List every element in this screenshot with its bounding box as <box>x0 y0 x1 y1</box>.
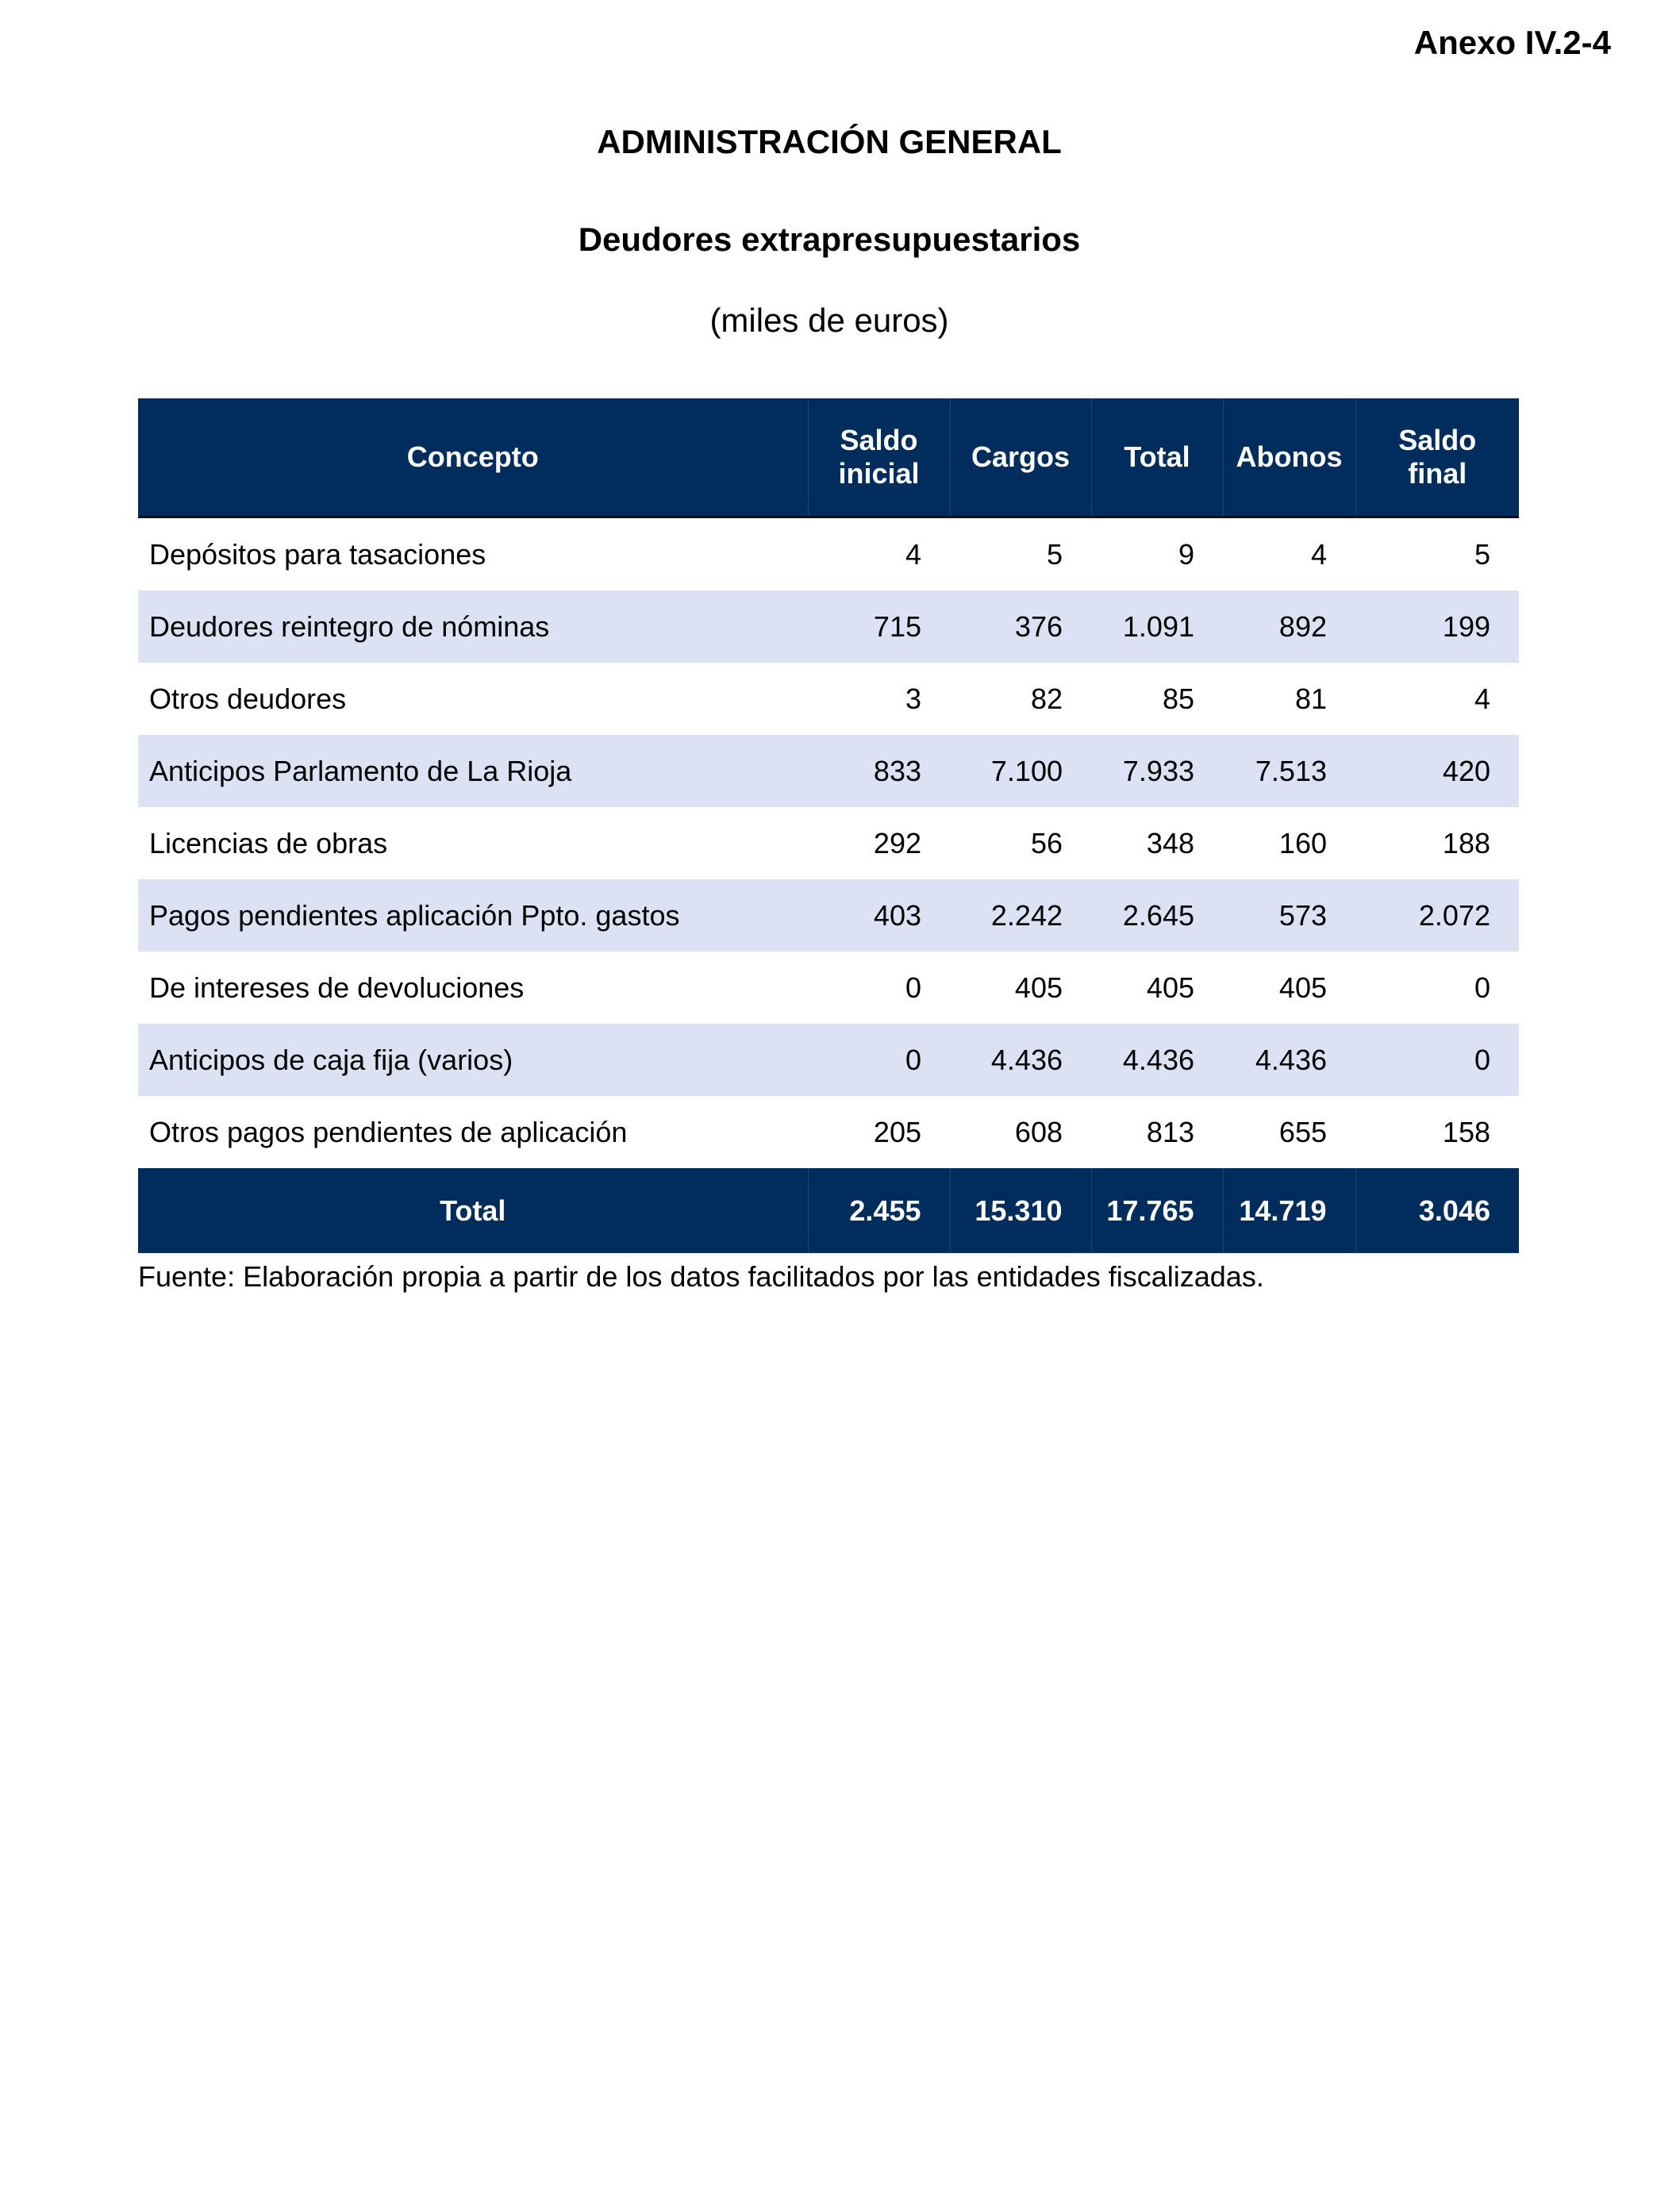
column-header: Total <box>1090 398 1223 518</box>
value-cell: 0 <box>1474 971 1490 1004</box>
column-header: Saldo inicial <box>807 398 950 518</box>
concept-cell: Pagos pendientes aplicación Ppto. gastos <box>138 879 808 952</box>
value-cell: 292 <box>873 826 921 859</box>
table-row: De intereses de devoluciones 0 405 405 405 0 <box>138 952 1519 1024</box>
total-label: Total <box>138 1168 808 1253</box>
total-value: 17.765 <box>1090 1168 1223 1253</box>
value-cell: 2.242 <box>950 879 1091 952</box>
value-cell: 7.933 <box>1091 735 1223 807</box>
table-row: Otros deudores 3 82 85 81 4 <box>138 663 1519 735</box>
column-header: Saldo final <box>1355 398 1519 518</box>
value-cell: 81 <box>1294 682 1327 715</box>
concept-cell: Depósitos para tasaciones <box>149 537 486 571</box>
value-cell: 82 <box>1030 682 1063 715</box>
value-cell: 199 <box>1355 590 1519 663</box>
concept-cell: Anticipos de caja fija (varios) <box>138 1024 808 1096</box>
page-title: ADMINISTRACIÓN GENERAL <box>597 123 1062 160</box>
source-note: Fuente: Elaboración propia a partir de l… <box>138 1260 1264 1293</box>
units-label: (miles de euros) <box>709 302 949 339</box>
value-cell: 3 <box>905 682 921 715</box>
column-header-text: Cargos <box>971 440 1071 473</box>
page-subtitle: Deudores extrapresupuestarios <box>578 221 1081 258</box>
value-cell: 56 <box>1030 826 1063 859</box>
value-cell: 655 <box>1278 1115 1327 1148</box>
table-row: Otros pagos pendientes de aplicación 205 6… <box>138 1096 1519 1168</box>
value-cell: 2.645 <box>1091 879 1223 952</box>
concept-cell: Licencias de obras <box>149 826 388 859</box>
value-cell: 420 <box>1355 735 1519 807</box>
concept-cell: De intereses de devoluciones <box>149 971 525 1004</box>
table-row: Depósitos para tasaciones 4 5 9 4 5 <box>138 517 1519 591</box>
total-value: 15.310 <box>949 1168 1091 1253</box>
value-cell: 4 <box>1310 537 1327 571</box>
column-header: Cargos <box>949 398 1091 518</box>
value-cell: 892 <box>1223 590 1355 663</box>
value-cell: 4 <box>905 537 921 571</box>
value-cell: 4.436 <box>1091 1024 1223 1096</box>
value-cell: 405 <box>1146 971 1194 1004</box>
table-row: Pagos pendientes aplicación Ppto. gastos… <box>138 879 1519 952</box>
table-row: Deudores reintegro de nóminas 715 376 1.091… <box>138 590 1519 663</box>
value-cell: 4.436 <box>950 1024 1091 1096</box>
table-total-row: Total 2.455 15.310 17.765 14.719 3.046 <box>138 1168 1519 1253</box>
column-header-text: Concepto <box>406 440 539 473</box>
value-cell: 205 <box>873 1115 921 1148</box>
value-cell: 5 <box>1046 537 1063 571</box>
value-cell: 715 <box>808 590 950 663</box>
value-cell: 85 <box>1162 682 1194 715</box>
value-cell: 158 <box>1442 1115 1490 1148</box>
value-cell: 833 <box>808 735 950 807</box>
total-value: 14.719 <box>1222 1168 1355 1253</box>
value-cell: 813 <box>1146 1115 1194 1148</box>
value-cell: 0 <box>905 971 921 1004</box>
value-cell: 7.513 <box>1223 735 1355 807</box>
annex-label: Anexo IV.2-4 <box>1413 24 1611 61</box>
table-header-row: Concepto Saldo inicial Cargos Total Abonos Sal… <box>138 398 1519 518</box>
value-cell: 0 <box>808 1024 950 1096</box>
value-cell: 2.072 <box>1355 879 1519 952</box>
column-header-text: Total <box>1124 440 1190 473</box>
column-header-text: Saldo <box>840 424 918 456</box>
value-cell: 405 <box>1014 971 1063 1004</box>
table-row: Licencias de obras 292 56 348 160 188 <box>138 807 1519 879</box>
value-cell: 403 <box>808 879 950 952</box>
column-header-text: inicial <box>838 457 920 490</box>
value-cell: 573 <box>1223 879 1355 952</box>
value-cell: 9 <box>1178 537 1194 571</box>
concept-cell: Otros pagos pendientes de aplicación <box>149 1115 628 1148</box>
column-header-text: final <box>1408 457 1467 490</box>
value-cell: 188 <box>1442 826 1490 859</box>
value-cell: 7.100 <box>950 735 1091 807</box>
column-header: Abonos <box>1222 398 1355 518</box>
value-cell: 1.091 <box>1091 590 1223 663</box>
column-header-text: Saldo <box>1398 424 1477 456</box>
value-cell: 348 <box>1146 826 1194 859</box>
table-row: Anticipos Parlamento de La Rioja 833 7.100… <box>138 735 1519 807</box>
value-cell: 4.436 <box>1223 1024 1355 1096</box>
value-cell: 608 <box>1014 1115 1063 1148</box>
value-cell: 376 <box>950 590 1091 663</box>
concept-cell: Otros deudores <box>149 682 347 715</box>
value-cell: 405 <box>1278 971 1327 1004</box>
value-cell: 0 <box>1355 1024 1519 1096</box>
total-value: 3.046 <box>1355 1168 1519 1253</box>
concept-cell: Deudores reintegro de nóminas <box>138 590 808 663</box>
value-cell: 5 <box>1474 537 1490 571</box>
debtors-table: Concepto Saldo inicial Cargos Total Abonos Sal… <box>138 398 1519 1253</box>
table-row: Anticipos de caja fija (varios) 0 4.436 4.4… <box>138 1024 1519 1096</box>
column-header: Concepto <box>138 398 808 518</box>
column-header-text: Abonos <box>1236 440 1343 473</box>
concept-cell: Anticipos Parlamento de La Rioja <box>138 735 808 807</box>
value-cell: 4 <box>1474 682 1490 715</box>
value-cell: 160 <box>1278 826 1327 859</box>
total-value: 2.455 <box>807 1168 950 1253</box>
